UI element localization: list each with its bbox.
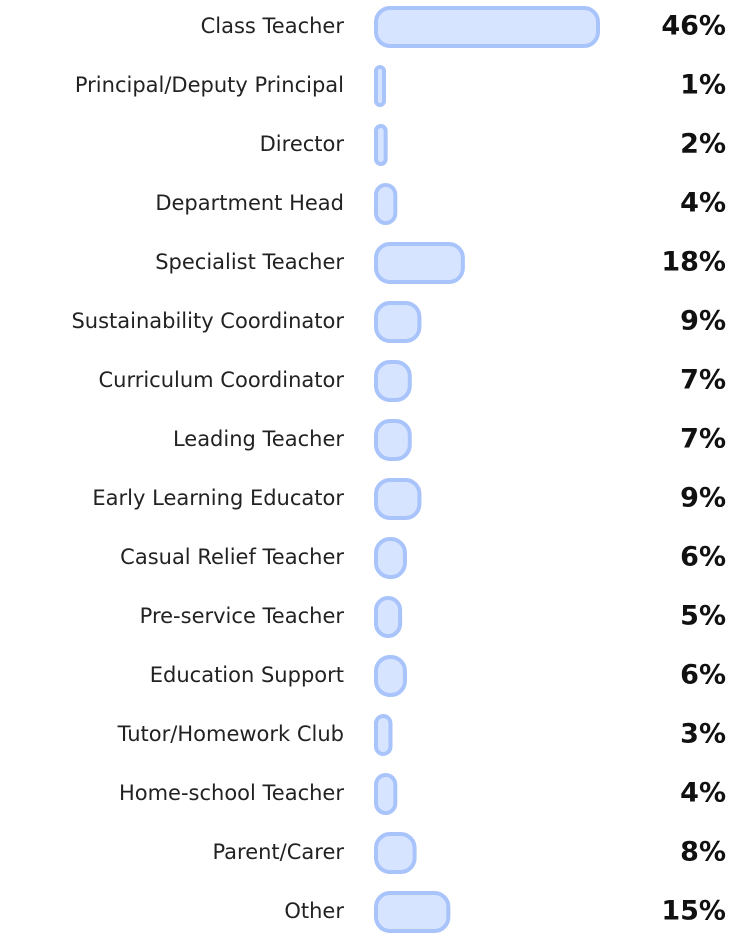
value-label: 9% [680,483,726,514]
value-label: 7% [680,365,726,396]
value-label: 1% [680,70,726,101]
category-label: Casual Relief Teacher [120,545,344,569]
category-label: Education Support [150,663,344,687]
bar [374,773,398,815]
bar [374,301,422,343]
bar [374,537,407,579]
category-label: Principal/Deputy Principal [75,73,344,97]
value-label: 15% [661,896,726,927]
category-label: Tutor/Homework Club [117,722,344,746]
category-label: Specialist Teacher [155,250,344,274]
value-label: 2% [680,129,726,160]
category-label: Curriculum Coordinator [98,368,344,392]
value-label: 4% [680,778,726,809]
value-label: 4% [680,188,726,219]
value-label: 3% [680,719,726,750]
value-label: 9% [680,306,726,337]
bar [374,242,465,284]
bar [374,478,422,520]
value-label: 46% [661,11,726,42]
bar [374,714,393,756]
value-label: 8% [680,837,726,868]
category-label: Pre-service Teacher [140,604,345,628]
bar [374,655,407,697]
category-label: Home-school Teacher [119,781,344,805]
category-label: Class Teacher [201,14,345,38]
value-label: 5% [680,601,726,632]
bar [374,832,417,874]
value-label: 6% [680,660,726,691]
bar [374,65,386,107]
category-label: Parent/Carer [212,840,344,864]
category-label: Department Head [155,191,344,215]
bar [374,360,412,402]
bar [374,183,398,225]
bar [374,6,600,48]
value-label: 18% [661,247,726,278]
category-label: Early Learning Educator [92,486,344,510]
value-label: 7% [680,424,726,455]
bar [374,419,412,461]
bar [374,596,403,638]
category-label: Sustainability Coordinator [71,309,344,333]
value-label: 6% [680,542,726,573]
category-label: Other [284,899,344,923]
bar [374,124,388,166]
category-label: Leading Teacher [173,427,344,451]
category-label: Director [260,132,345,156]
bar [374,891,451,933]
